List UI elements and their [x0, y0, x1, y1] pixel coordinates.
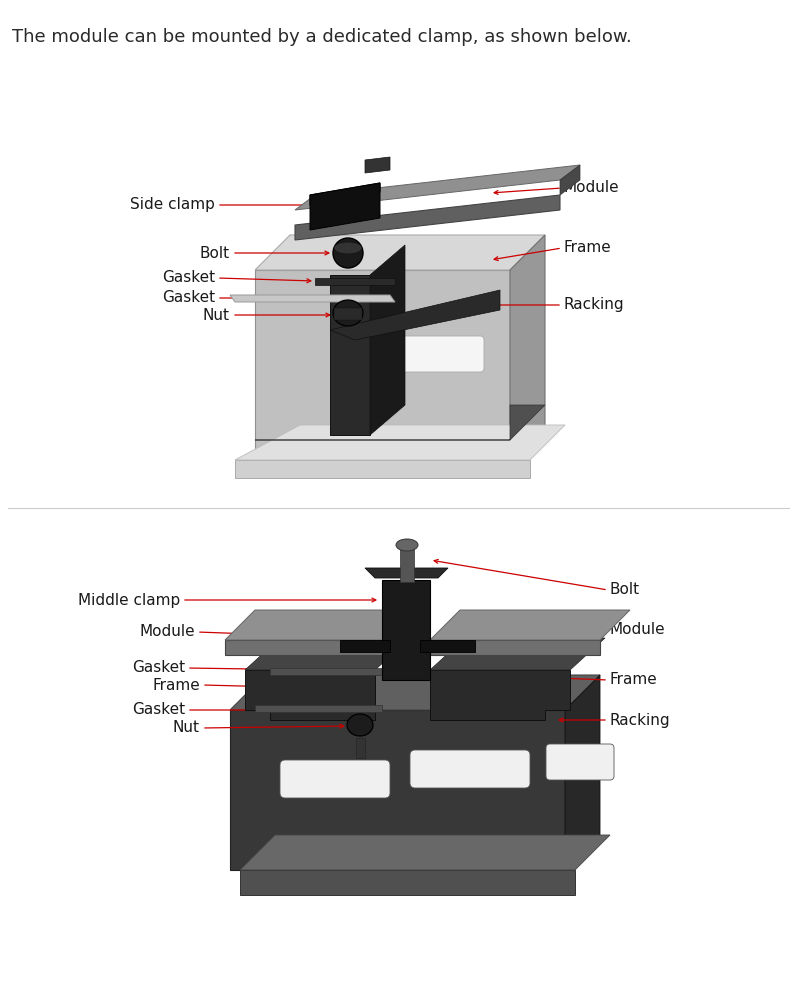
Polygon shape [420, 640, 475, 652]
Polygon shape [430, 610, 630, 640]
Text: Frame: Frame [610, 673, 658, 688]
Polygon shape [255, 235, 545, 270]
Ellipse shape [333, 300, 363, 326]
Polygon shape [315, 278, 395, 285]
Polygon shape [235, 425, 565, 460]
Text: Gasket: Gasket [162, 271, 215, 286]
Polygon shape [245, 638, 410, 670]
Polygon shape [330, 290, 500, 340]
Polygon shape [255, 705, 382, 712]
Polygon shape [330, 275, 370, 435]
Text: Module: Module [564, 180, 619, 195]
Polygon shape [230, 675, 600, 710]
Polygon shape [295, 165, 580, 210]
Polygon shape [565, 675, 600, 870]
Text: Gasket: Gasket [162, 290, 215, 305]
Polygon shape [240, 835, 610, 870]
Polygon shape [430, 640, 600, 655]
Polygon shape [560, 165, 580, 195]
FancyBboxPatch shape [546, 744, 614, 780]
Polygon shape [255, 270, 510, 460]
Polygon shape [230, 295, 395, 302]
Polygon shape [400, 545, 414, 582]
Text: Nut: Nut [203, 307, 230, 322]
Ellipse shape [396, 539, 418, 551]
Polygon shape [510, 235, 545, 460]
Polygon shape [365, 157, 390, 173]
Polygon shape [235, 460, 530, 478]
Text: Bolt: Bolt [610, 582, 640, 597]
Polygon shape [240, 870, 575, 895]
Text: The module can be mounted by a dedicated clamp, as shown below.: The module can be mounted by a dedicated… [12, 28, 632, 46]
Text: Racking: Racking [610, 713, 670, 727]
Polygon shape [365, 568, 448, 578]
Text: Frame: Frame [564, 241, 612, 256]
Text: Frame: Frame [152, 678, 200, 693]
Polygon shape [225, 610, 420, 640]
Polygon shape [310, 183, 380, 205]
Text: Side clamp: Side clamp [130, 197, 215, 212]
Polygon shape [370, 245, 405, 435]
Text: Nut: Nut [173, 720, 200, 735]
Polygon shape [334, 308, 362, 320]
Polygon shape [390, 610, 420, 640]
Polygon shape [340, 640, 390, 652]
Text: Module: Module [610, 622, 665, 637]
Ellipse shape [334, 242, 362, 254]
Polygon shape [382, 580, 430, 680]
Polygon shape [430, 638, 605, 670]
Polygon shape [225, 640, 390, 655]
Ellipse shape [347, 714, 373, 736]
Polygon shape [270, 668, 385, 675]
Polygon shape [430, 670, 570, 720]
Text: Gasket: Gasket [132, 661, 185, 676]
Text: Middle clamp: Middle clamp [78, 592, 180, 607]
Polygon shape [245, 670, 375, 720]
Text: Racking: Racking [564, 297, 625, 312]
Text: Module: Module [139, 624, 195, 639]
Polygon shape [255, 405, 545, 440]
FancyBboxPatch shape [280, 760, 390, 798]
Polygon shape [356, 738, 365, 758]
Polygon shape [230, 710, 565, 870]
FancyBboxPatch shape [410, 750, 530, 788]
FancyBboxPatch shape [366, 336, 484, 372]
Ellipse shape [333, 238, 363, 268]
Polygon shape [295, 195, 560, 240]
Polygon shape [310, 183, 380, 230]
Text: Bolt: Bolt [200, 246, 230, 261]
Text: Gasket: Gasket [132, 703, 185, 718]
